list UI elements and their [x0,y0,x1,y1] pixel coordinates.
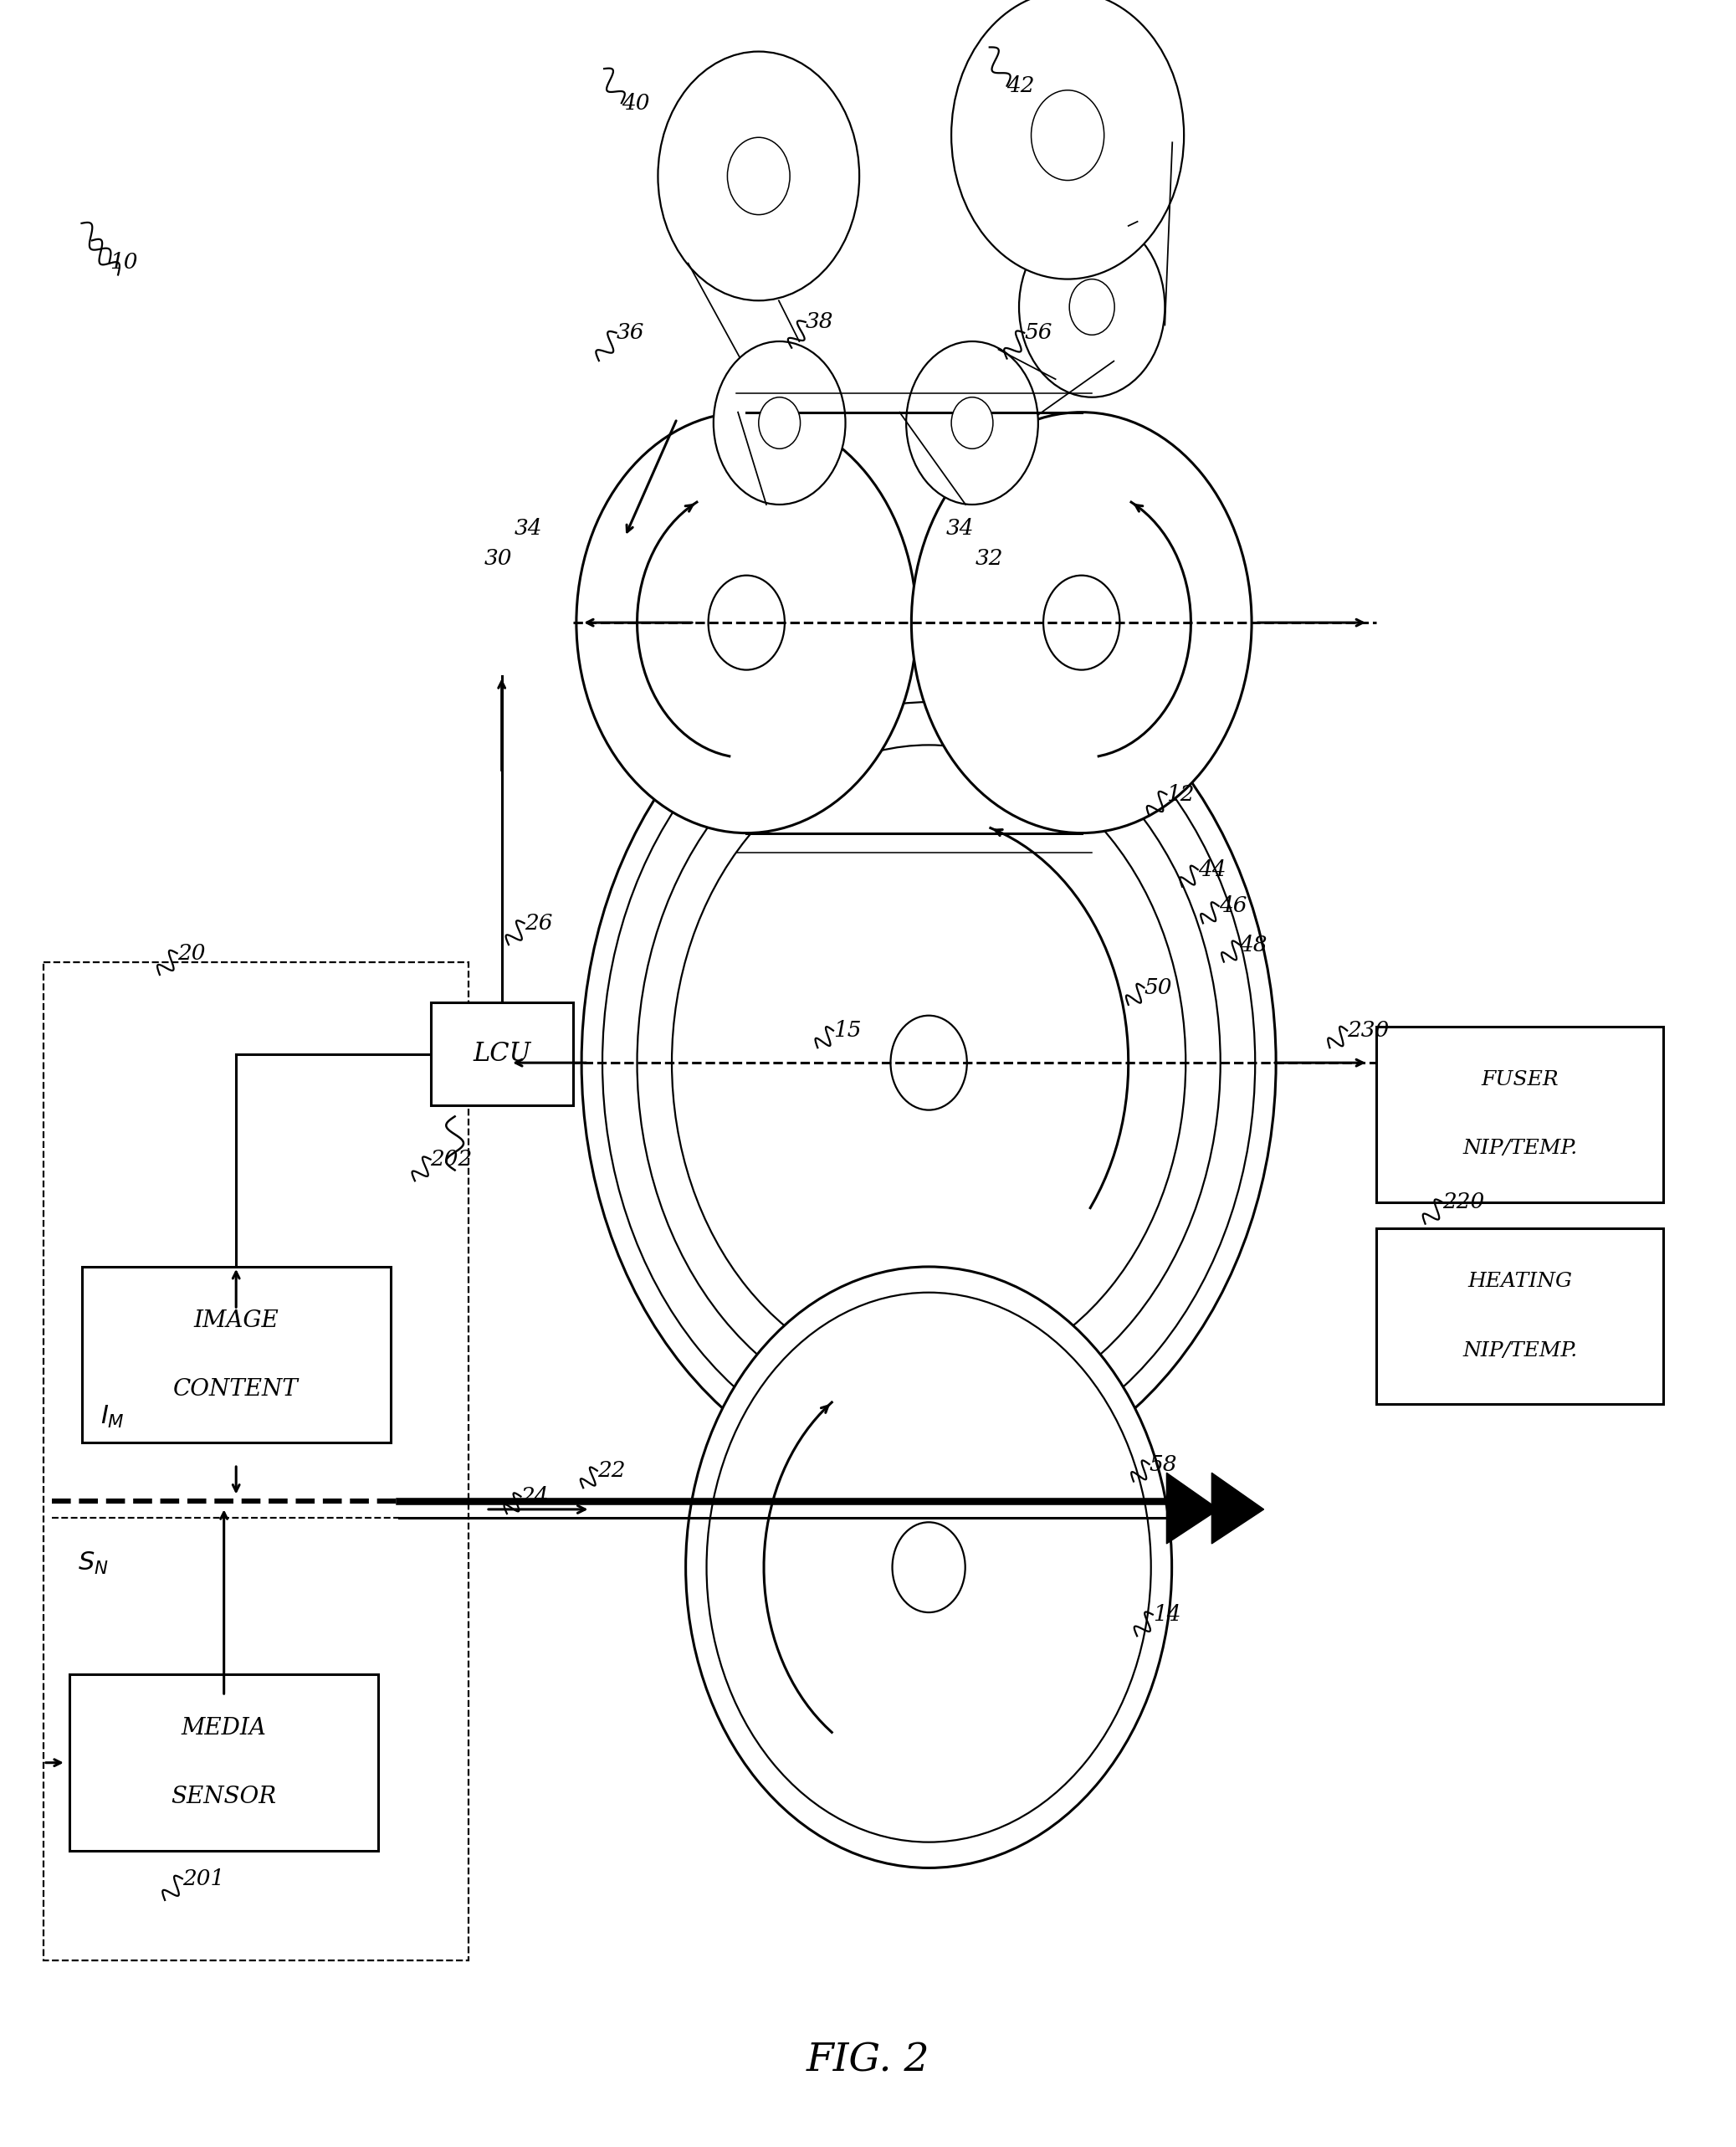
Text: 220: 220 [1443,1192,1484,1213]
Circle shape [1031,90,1104,180]
Circle shape [892,1522,965,1612]
Text: 32: 32 [976,547,1003,569]
Text: NIP/TEMP.: NIP/TEMP. [1462,1342,1578,1359]
Text: 42: 42 [1007,75,1035,97]
Text: MEDIA: MEDIA [181,1718,267,1739]
Text: 15: 15 [833,1020,861,1041]
Circle shape [686,1267,1172,1868]
Circle shape [707,1292,1151,1842]
Circle shape [759,397,800,449]
Text: 201: 201 [182,1868,224,1889]
Bar [1377,1228,1663,1404]
Text: 10: 10 [109,251,137,273]
Circle shape [658,52,859,301]
Circle shape [602,659,1255,1466]
Text: 26: 26 [524,912,552,934]
Text: 24: 24 [521,1486,549,1507]
Text: 202: 202 [431,1149,472,1170]
Text: SENSOR: SENSOR [172,1786,276,1808]
Circle shape [576,412,917,833]
Circle shape [708,575,785,670]
Text: 48: 48 [1240,934,1267,955]
Text: 58: 58 [1149,1454,1177,1475]
Circle shape [582,633,1276,1492]
Text: 34: 34 [946,517,974,539]
Circle shape [906,341,1038,505]
Circle shape [1069,279,1115,335]
Text: 22: 22 [597,1460,625,1481]
Text: 14: 14 [1153,1604,1180,1625]
Bar [431,1003,573,1106]
Text: 44: 44 [1198,859,1226,880]
Bar [1377,1026,1663,1202]
Text: 20: 20 [177,943,205,964]
Text: LCU: LCU [472,1041,531,1067]
Circle shape [727,137,790,215]
Circle shape [891,1016,967,1110]
Text: 34: 34 [514,517,542,539]
Text: NIP/TEMP.: NIP/TEMP. [1462,1140,1578,1157]
Text: 230: 230 [1347,1020,1389,1041]
Text: 40: 40 [621,92,649,114]
Text: IMAGE: IMAGE [193,1310,279,1331]
Text: 38: 38 [806,311,833,333]
Text: CONTENT: CONTENT [174,1378,299,1400]
Text: 50: 50 [1144,977,1172,998]
Bar [43,962,469,1960]
Polygon shape [1212,1473,1264,1544]
Circle shape [637,702,1220,1423]
Circle shape [951,0,1184,279]
Text: 30: 30 [484,547,512,569]
Circle shape [911,412,1252,833]
Text: $I_M$: $I_M$ [101,1404,125,1430]
Text: 46: 46 [1219,895,1246,917]
Circle shape [672,745,1186,1381]
Text: FUSER: FUSER [1481,1071,1559,1089]
Circle shape [713,341,845,505]
Text: 56: 56 [1024,322,1052,344]
Text: $S_N$: $S_N$ [78,1550,109,1576]
Text: 12: 12 [1167,784,1194,805]
Circle shape [1019,217,1165,397]
Circle shape [1043,575,1120,670]
Bar [82,1267,391,1443]
Bar [69,1675,378,1851]
Text: FIG. 2: FIG. 2 [806,2042,930,2080]
Circle shape [951,397,993,449]
Text: HEATING: HEATING [1467,1273,1573,1290]
Text: 36: 36 [616,322,644,344]
Polygon shape [1167,1473,1219,1544]
